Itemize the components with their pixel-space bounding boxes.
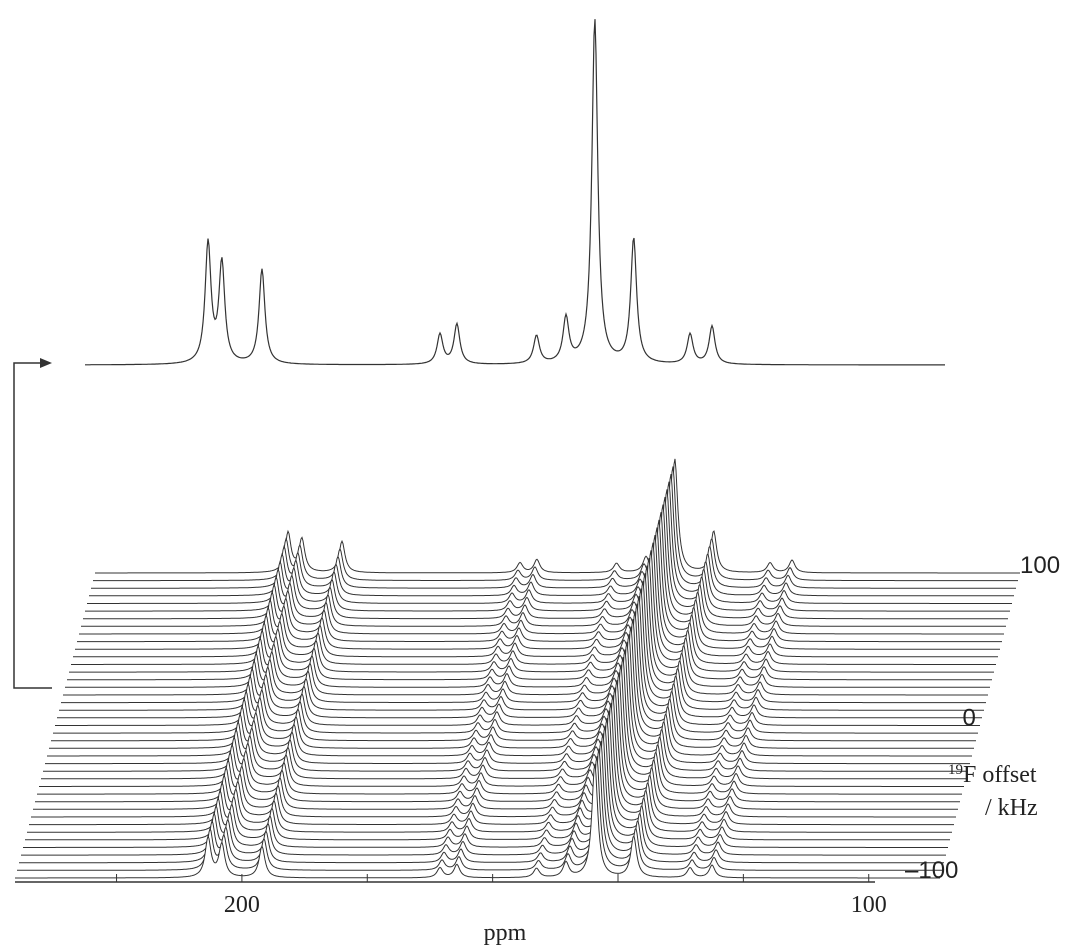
- slice: [27, 718, 952, 833]
- slice: [25, 725, 950, 841]
- slice: [19, 748, 944, 864]
- slice: [77, 527, 1002, 643]
- y-tick-label: 100: [1020, 552, 1060, 579]
- slice: [23, 733, 948, 848]
- arrow-head: [40, 358, 52, 368]
- slice: [39, 672, 964, 787]
- y-axis-label: 19F offset: [948, 762, 1037, 788]
- slice: [21, 740, 946, 856]
- y-axis-unit: / kHz: [985, 795, 1038, 821]
- slice: [63, 580, 988, 696]
- slice: [37, 679, 962, 795]
- x-tick-label: 200: [224, 892, 260, 918]
- y-tick-label: 0: [963, 705, 976, 732]
- slice: [67, 565, 992, 681]
- slice: [81, 512, 1006, 627]
- slice: [33, 695, 958, 810]
- y-label-sup: 19: [948, 762, 963, 778]
- slice: [89, 481, 1014, 597]
- waterfall: [15, 458, 1020, 882]
- projection-spectrum: [85, 19, 945, 366]
- slice: [43, 657, 968, 772]
- slice: [91, 474, 1016, 589]
- y-tick-label: –100: [905, 857, 958, 884]
- slice: [45, 649, 970, 765]
- slice: [29, 710, 954, 826]
- slice: [41, 664, 966, 780]
- slice: [79, 519, 1004, 635]
- slice: [93, 466, 1018, 582]
- slice-mask: [95, 458, 1020, 577]
- slice: [51, 626, 976, 742]
- x-axis-label: ppm: [484, 920, 527, 946]
- slice: [35, 687, 960, 803]
- slice: [53, 618, 978, 734]
- slice: [61, 588, 986, 704]
- slice: [87, 489, 1012, 604]
- slice: [17, 756, 942, 871]
- bracket: [13, 362, 52, 689]
- slice: [59, 596, 984, 711]
- slice: [65, 573, 990, 688]
- slice: [15, 763, 940, 879]
- y-label-text: F offset: [963, 762, 1037, 788]
- slice: [55, 611, 980, 726]
- slice-mask: [93, 466, 1018, 585]
- slice: [57, 603, 982, 719]
- slice: [49, 634, 974, 749]
- slice: [83, 504, 1008, 620]
- slice: [75, 535, 1000, 650]
- slice: [69, 557, 994, 673]
- slice: [71, 550, 996, 665]
- slice: [95, 458, 1020, 574]
- slice: [47, 641, 972, 757]
- slice: [73, 542, 998, 658]
- slice: [85, 496, 1010, 612]
- slice: [31, 702, 956, 818]
- x-tick-label: 100: [851, 892, 887, 918]
